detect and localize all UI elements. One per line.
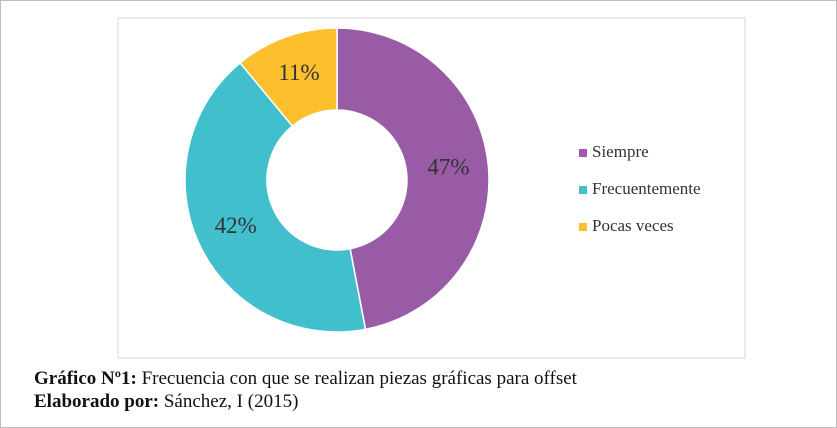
caption-label: Gráfico Nº1: — [34, 368, 137, 389]
data-label: 47% — [427, 155, 469, 180]
caption: Gráfico Nº1: Frecuencia con que se reali… — [34, 368, 577, 390]
caption-text: Sánchez, I (2015) — [163, 391, 299, 412]
data-label: 42% — [215, 213, 257, 238]
legend-label: Siempre — [592, 142, 649, 161]
legend-label: Frecuentemente — [592, 179, 701, 198]
caption: Elaborado por: Sánchez, I (2015) — [34, 391, 298, 413]
caption-label: Elaborado por: — [34, 391, 160, 412]
donut-slice — [184, 61, 367, 333]
donut-slice — [336, 27, 490, 331]
data-label: 11% — [278, 60, 319, 85]
legend-label: Pocas veces — [592, 216, 674, 235]
legend-swatch — [579, 186, 587, 194]
donut-slice — [239, 27, 338, 128]
legend-swatch — [579, 149, 587, 157]
caption-text: Frecuencia con que se realizan piezas gr… — [141, 368, 577, 389]
legend-swatch — [579, 223, 587, 231]
